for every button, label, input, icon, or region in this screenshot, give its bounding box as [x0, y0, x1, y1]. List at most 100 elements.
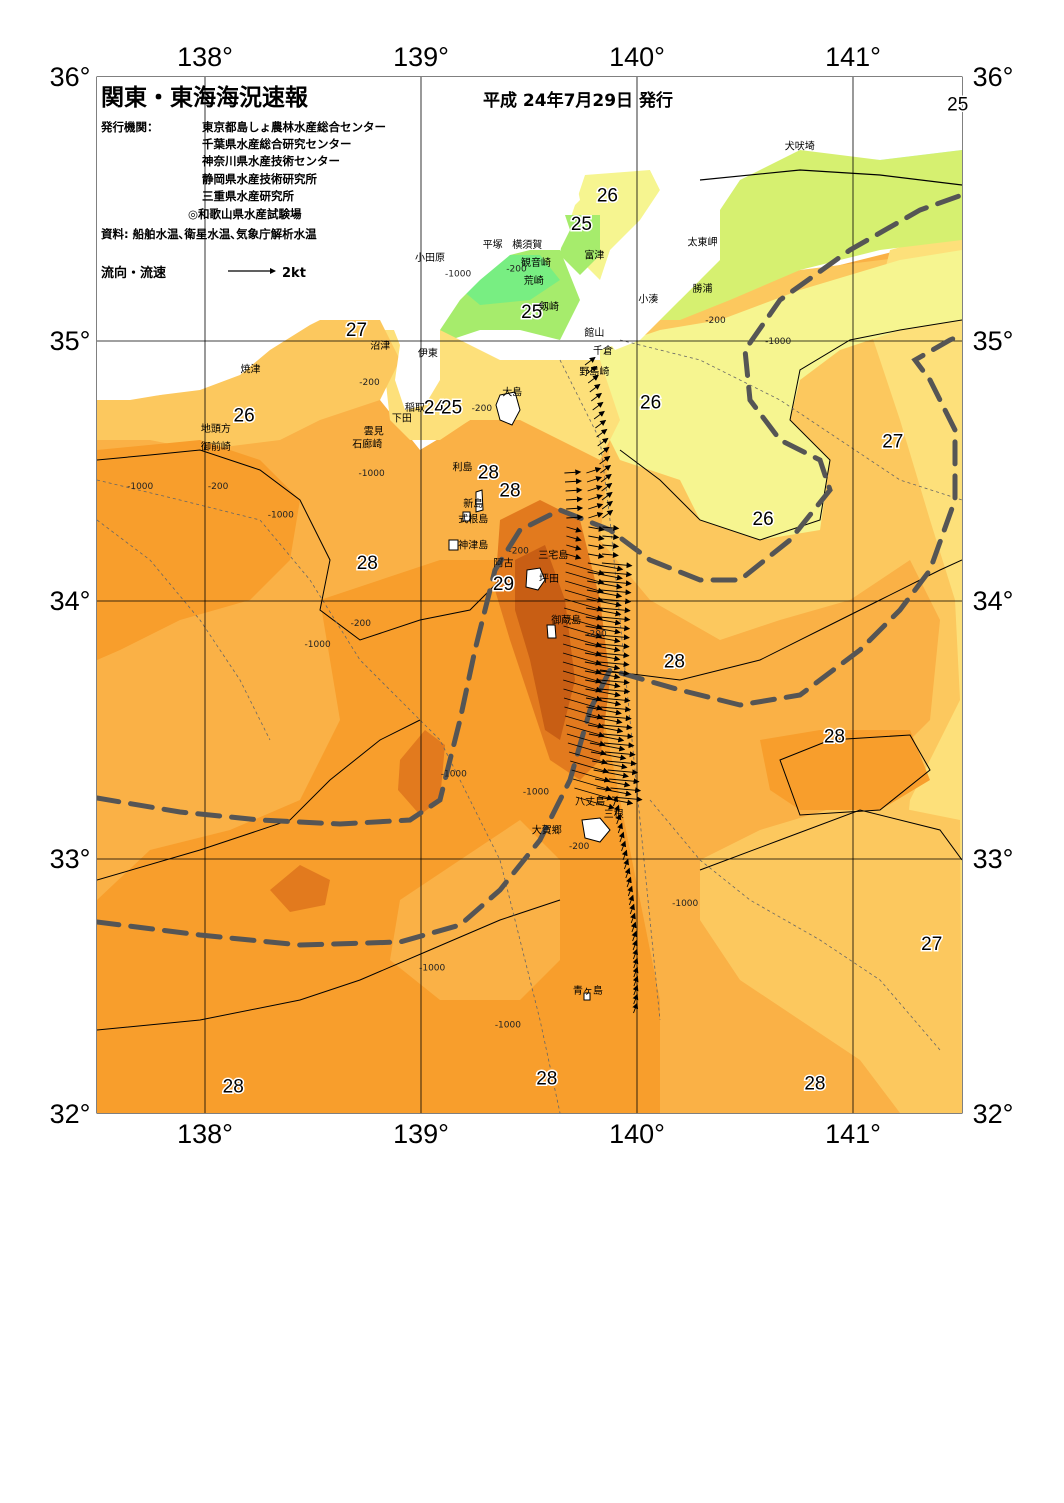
- current-arrow-6: [593, 410, 605, 420]
- current-arrow-50: [565, 580, 604, 594]
- current-arrow-16: [586, 476, 603, 483]
- current-arrow-112: [593, 769, 629, 779]
- place-label-5: 横須賀: [512, 238, 542, 251]
- sea-surface-layer: [97, 77, 962, 1113]
- current-arrow-1: [586, 365, 598, 375]
- current-arrow-41: [565, 553, 582, 560]
- current-arrow-59: [563, 607, 603, 621]
- depth-label-7: -1000: [127, 482, 153, 492]
- depth-label-4: -200: [359, 378, 380, 388]
- current-arrow-67: [585, 634, 621, 644]
- temp-zone-27-southeast: [700, 800, 962, 1113]
- current-arrow-25: [588, 503, 604, 510]
- depth-label-16: -200: [569, 842, 590, 852]
- current-legend-scale: 2kt: [282, 266, 306, 281]
- current-arrow-107: [568, 751, 608, 765]
- current-arrow-101: [566, 733, 606, 747]
- issuer-5: 三重県水産研究所: [202, 189, 294, 203]
- current-arrow-84: [599, 688, 631, 695]
- current-arrow-30: [602, 524, 620, 531]
- islands: [448, 391, 611, 1001]
- temp-label-16: 28: [824, 727, 845, 748]
- current-arrow-74: [562, 652, 602, 666]
- current-arrow-95: [565, 715, 604, 729]
- current-arrow-83: [563, 679, 602, 693]
- temp-label-17: 27: [921, 934, 942, 955]
- current-arrow-37: [588, 543, 605, 550]
- current-arrow-118: [596, 787, 632, 797]
- current-arrow-78: [598, 670, 630, 677]
- depth-label-17: -1000: [672, 899, 698, 909]
- current-arrow-103: [589, 742, 626, 752]
- current-arrow-76: [584, 661, 621, 671]
- isotherm-line-4: [97, 719, 421, 881]
- current-arrow-142: [632, 966, 639, 978]
- current-arrow-21: [601, 491, 613, 501]
- place-label-19: 下田: [392, 414, 412, 425]
- temp-zone-27-west: [97, 320, 400, 450]
- current-arrow-109: [592, 760, 628, 770]
- place-label-27: 神津島: [458, 538, 488, 551]
- depth-label-2: -200: [705, 316, 726, 326]
- temp-label-13: 28: [357, 553, 378, 574]
- place-label-11: 館山: [584, 326, 604, 339]
- current-arrow-2: [587, 374, 599, 384]
- current-arrow-32: [566, 526, 582, 533]
- current-arrow-69: [599, 643, 630, 650]
- temp-label-1: 26: [597, 185, 618, 206]
- current-arrow-125: [615, 813, 622, 825]
- lat-label-36-right: 36°: [973, 62, 1014, 92]
- current-arrow-141: [632, 957, 639, 969]
- current-arrow-0: [584, 356, 596, 366]
- current-arrow-140: [632, 948, 638, 960]
- current-arrow-10: [598, 446, 610, 456]
- current-arrow-128: [620, 840, 627, 852]
- temp-label-19: 28: [536, 1069, 557, 1090]
- depth-label-9: -1000: [268, 510, 294, 520]
- lat-label-34-right: 34°: [973, 586, 1014, 616]
- lon-label-140-bottom: 140°: [609, 1119, 665, 1149]
- map-title: 関東・東海海況速報: [101, 84, 309, 111]
- current-arrow-106: [590, 751, 627, 761]
- kuroshio-axis: [97, 192, 962, 827]
- island-oshima: [495, 391, 521, 426]
- current-arrow-100: [588, 733, 625, 743]
- depth-label-18: -1000: [419, 964, 445, 974]
- issuer-2: 千葉県水産総合研究センター: [202, 137, 352, 151]
- current-arrow-20: [565, 487, 583, 494]
- place-label-9: 小田原: [415, 252, 445, 264]
- current-arrow-64: [585, 625, 621, 635]
- current-arrow-27: [602, 509, 614, 519]
- current-arrow-80: [562, 670, 602, 684]
- current-arrow-146: [632, 1002, 639, 1014]
- temp-label-4: 27: [346, 320, 367, 341]
- current-arrow-71: [562, 643, 602, 657]
- place-label-31: 御蔵島: [551, 614, 581, 627]
- current-arrow-88: [585, 697, 622, 707]
- current-arrow-13: [586, 467, 602, 474]
- place-label-35: 青ヶ島: [573, 984, 603, 997]
- lon-label-141-top: 141°: [825, 42, 881, 72]
- current-arrow-73: [584, 652, 621, 662]
- depth-label-12: -1000: [305, 640, 331, 650]
- current-arrow-104: [567, 742, 607, 756]
- place-label-13: 野島崎: [579, 365, 609, 378]
- current-arrow-143: [632, 975, 639, 987]
- lat-label-36-left: 36°: [50, 62, 91, 92]
- place-label-6: 富津: [584, 248, 604, 261]
- current-vectors: [562, 356, 643, 1014]
- current-arrow-5: [592, 401, 604, 411]
- current-arrow-82: [585, 679, 621, 689]
- issuer-3: 神奈川県水産技術センター: [202, 154, 340, 168]
- isotherm-line-3: [599, 559, 962, 681]
- current-arrow-133: [627, 885, 633, 897]
- current-arrow-22: [587, 494, 603, 501]
- current-arrow-33: [602, 533, 620, 540]
- temp-label-18: 28: [223, 1076, 244, 1097]
- current-arrow-117: [610, 787, 642, 794]
- place-label-22: 地頭方: [201, 422, 231, 435]
- current-arrow-57: [600, 607, 631, 614]
- island-hachijo: [581, 817, 611, 843]
- current-arrow-28: [588, 512, 604, 519]
